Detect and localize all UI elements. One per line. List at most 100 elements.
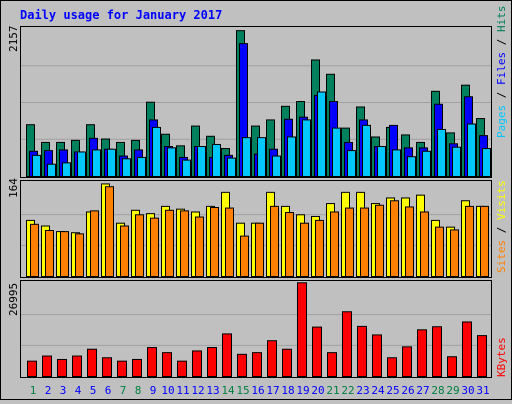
bar-kbytes-day-19: [297, 282, 307, 377]
bar-sites-day-27: [420, 211, 429, 277]
bar-kbytes-day-15: [237, 353, 247, 377]
legend-pages: Pages: [495, 105, 508, 138]
bar-sites-day-14: [225, 207, 234, 277]
x-label-day-5: 5: [90, 384, 97, 397]
bar-sites-day-19: [300, 222, 309, 278]
bar-kbytes-day-1: [27, 360, 37, 377]
x-label-day-14: 14: [221, 384, 235, 397]
y-max-label-kbytes: 26995: [7, 283, 20, 316]
bar-kbytes-day-28: [432, 326, 442, 378]
bar-sites-day-6: [105, 186, 114, 277]
bar-sites-day-23: [360, 207, 369, 277]
bar-sites-day-20: [315, 219, 324, 277]
x-label-day-15: 15: [236, 384, 249, 397]
bar-pages-day-25: [392, 149, 401, 177]
bar-kbytes-day-29: [447, 356, 457, 377]
bar-kbytes-day-12: [192, 350, 202, 377]
x-label-day-22: 22: [341, 384, 354, 397]
legend-visits: Visits: [495, 180, 508, 220]
bar-kbytes-day-30: [462, 321, 472, 377]
bar-pages-day-5: [92, 149, 101, 177]
legend-sites: Sites: [495, 240, 508, 273]
x-label-day-23: 23: [356, 384, 369, 397]
x-label-day-4: 4: [75, 384, 82, 397]
x-label-day-1: 1: [30, 384, 37, 397]
bar-pages-day-29: [452, 146, 461, 177]
legend-visits-sites: Sites / Visits: [495, 180, 508, 273]
bar-pages-day-10: [167, 147, 176, 177]
x-label-day-26: 26: [401, 384, 414, 397]
legend-hits: Hits: [495, 6, 508, 33]
bar-sites-day-30: [465, 205, 474, 277]
bar-pages-day-20: [317, 91, 326, 177]
bar-pages-day-7: [122, 158, 131, 177]
x-label-day-18: 18: [281, 384, 294, 397]
bar-pages-day-26: [407, 156, 416, 177]
x-label-day-28: 28: [431, 384, 444, 397]
bar-kbytes-day-9: [147, 347, 157, 378]
y-max-label-hits: 2157: [7, 26, 20, 53]
x-label-day-8: 8: [135, 384, 142, 397]
bar-pages-day-22: [347, 150, 356, 177]
bar-sites-day-15: [240, 235, 249, 277]
bar-kbytes-day-22: [342, 311, 352, 377]
bar-pages-day-14: [227, 157, 236, 177]
x-label-day-24: 24: [371, 384, 385, 397]
x-label-day-31: 31: [476, 384, 489, 397]
legend-sep-2: /: [495, 32, 508, 52]
bar-sites-day-16: [255, 222, 264, 278]
bar-kbytes-day-2: [42, 355, 52, 377]
bar-sites-day-7: [120, 225, 129, 277]
chart-title: Daily usage for January 2017: [20, 8, 222, 22]
bar-kbytes-day-6: [102, 357, 112, 378]
x-label-day-12: 12: [191, 384, 204, 397]
bar-kbytes-day-17: [267, 340, 277, 378]
bar-sites-day-4: [75, 233, 84, 278]
bar-pages-day-24: [377, 146, 386, 177]
bar-pages-day-18: [287, 136, 296, 178]
bar-pages-day-6: [107, 148, 116, 177]
x-label-day-30: 30: [461, 384, 474, 397]
bar-pages-day-13: [212, 143, 221, 178]
x-label-day-27: 27: [416, 384, 429, 397]
bar-pages-day-23: [362, 124, 371, 177]
x-label-day-19: 19: [296, 384, 309, 397]
bar-kbytes-day-4: [72, 355, 82, 377]
bar-pages-day-30: [467, 123, 476, 177]
x-label-day-11: 11: [176, 384, 189, 397]
bar-kbytes-day-14: [222, 333, 232, 377]
bar-sites-day-25: [390, 200, 399, 277]
x-label-day-20: 20: [311, 384, 324, 397]
bar-sites-day-18: [285, 212, 294, 277]
bar-sites-day-31: [480, 205, 489, 277]
bar-pages-day-27: [422, 150, 431, 177]
bar-sites-day-26: [405, 206, 414, 277]
x-label-day-16: 16: [251, 384, 264, 397]
bar-sites-day-24: [375, 204, 384, 278]
x-label-day-9: 9: [150, 384, 157, 397]
bar-kbytes-day-10: [162, 352, 172, 378]
bar-sites-day-22: [345, 207, 354, 277]
y-max-label-visits: 164: [7, 178, 20, 198]
x-label-day-6: 6: [105, 384, 112, 397]
bar-pages-day-12: [197, 146, 206, 177]
bar-pages-day-11: [182, 159, 191, 178]
bar-kbytes-day-20: [312, 326, 322, 377]
bar-kbytes-day-24: [372, 334, 382, 378]
x-label-day-10: 10: [161, 384, 174, 397]
bar-sites-day-29: [450, 229, 459, 277]
bar-pages-day-9: [152, 126, 161, 177]
legend-hits-files-pages: Pages / Files / Hits: [495, 6, 508, 139]
bar-sites-day-17: [270, 205, 279, 277]
bar-sites-day-2: [45, 230, 54, 277]
bar-sites-day-8: [135, 214, 144, 277]
x-label-day-21: 21: [326, 384, 339, 397]
bar-pages-day-28: [437, 128, 446, 177]
bar-kbytes-day-31: [477, 335, 487, 378]
bar-kbytes-day-27: [417, 329, 427, 378]
bar-pages-day-8: [137, 156, 146, 177]
bar-kbytes-day-23: [357, 325, 367, 377]
bar-kbytes-day-11: [177, 360, 187, 377]
chart-bars: [21, 30, 491, 378]
